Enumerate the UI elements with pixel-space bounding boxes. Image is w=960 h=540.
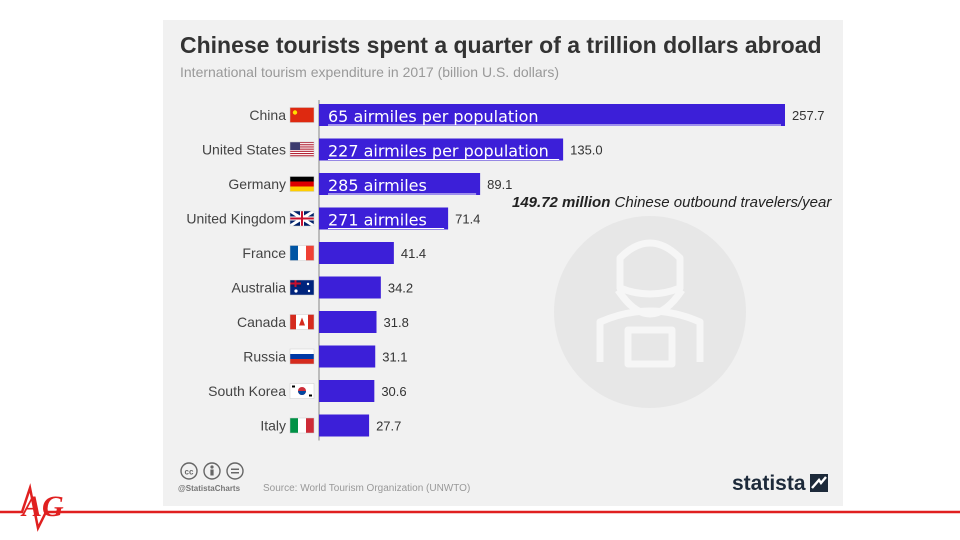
svg-text:AG: AG: [20, 490, 64, 523]
ag-logo: AG: [0, 483, 960, 532]
value-label: 71.4: [455, 212, 480, 227]
flag-icon: [289, 141, 315, 158]
bar: [319, 138, 564, 161]
flag-icon: [289, 176, 315, 192]
brand-name: statista: [732, 472, 806, 495]
category-label: Russia: [243, 349, 286, 365]
value-label: 31.8: [384, 315, 409, 330]
statista-handle: @StatistaCharts: [178, 484, 241, 493]
flag-icon: [289, 279, 315, 296]
bar-annotation: 271 airmiles: [328, 211, 427, 230]
flag-icon: [289, 209, 315, 228]
category-label: Italy: [260, 418, 286, 434]
bar: [319, 380, 375, 402]
category-label: South Korea: [208, 383, 286, 399]
category-label: United Kingdom: [186, 211, 286, 227]
category-label: France: [242, 245, 286, 261]
value-label: 135.0: [570, 143, 603, 158]
bar: [319, 207, 449, 230]
by-icon: [203, 462, 221, 480]
bar: [319, 414, 370, 437]
bar: [319, 276, 381, 299]
value-label: 41.4: [401, 246, 426, 261]
category-label: Germany: [228, 176, 286, 192]
value-label: 257.7: [792, 108, 825, 123]
category-label: Australia: [232, 280, 287, 296]
flag-icon: [289, 383, 315, 399]
nd-icon: [226, 462, 244, 480]
value-label: 34.2: [388, 281, 413, 296]
flag-icon: [289, 314, 315, 330]
source-text: Source: World Tourism Organization (UNWT…: [263, 483, 471, 494]
svg-text:cc: cc: [185, 468, 194, 477]
value-label: 89.1: [487, 177, 512, 192]
bar: [319, 104, 785, 126]
value-label: 27.7: [376, 419, 401, 434]
travelers-text: Chinese outbound travelers/year: [610, 194, 832, 211]
category-label: China: [249, 107, 286, 123]
cc-icon: cc: [180, 462, 198, 480]
travelers-highlight: 149.72 million: [512, 194, 611, 211]
chart-subtitle: International tourism expenditure in 201…: [180, 64, 559, 80]
value-label: 30.6: [381, 384, 406, 399]
bar: [319, 311, 377, 333]
flag-icon: [289, 348, 315, 365]
chart-title: Chinese tourists spent a quarter of a tr…: [180, 32, 822, 58]
category-label: Canada: [237, 314, 286, 330]
bar-annotation: 65 airmiles per population: [328, 107, 539, 126]
travelers-annotation: 149.72 million Chinese outbound traveler…: [512, 194, 831, 211]
license-icons: cc: [180, 462, 244, 480]
flag-icon: [289, 417, 315, 434]
bar-annotation: 227 airmiles per population: [328, 142, 549, 161]
value-label: 31.1: [382, 350, 407, 365]
flag-icon: [289, 245, 315, 261]
bar-annotation: 285 airmiles: [328, 176, 427, 195]
bar: [319, 242, 394, 264]
bar: [319, 173, 481, 195]
flag-icon: [289, 107, 315, 123]
category-label: United States: [202, 142, 286, 158]
brand-mark-icon: [810, 474, 828, 492]
bar: [319, 345, 376, 368]
